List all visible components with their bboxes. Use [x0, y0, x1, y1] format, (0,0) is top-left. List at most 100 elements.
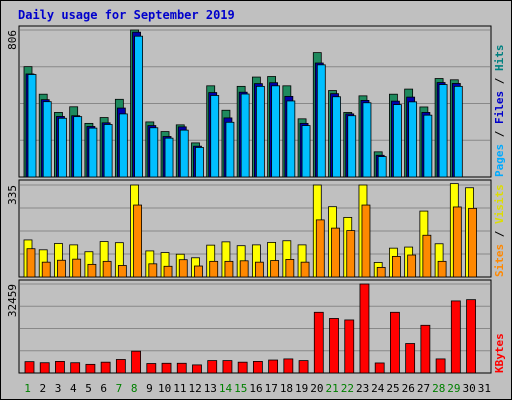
x-tick-label-day-17: 17 [265, 382, 278, 395]
axis-label-part: KBytes [493, 333, 506, 373]
bar-pages-day-27 [423, 114, 433, 178]
bar-pages-day-23 [362, 102, 372, 178]
bar-pages-day-4 [73, 116, 83, 178]
bar-kbytes-day-23 [359, 283, 370, 374]
bar-kbytes-day-15 [237, 361, 248, 374]
bar-pages-day-5 [88, 127, 98, 178]
x-tick-label-day-15: 15 [234, 382, 247, 395]
bar-kbytes-day-4 [70, 362, 81, 374]
bar-kbytes-day-24 [374, 362, 385, 374]
bar-kbytes-day-18 [283, 358, 294, 374]
bar-pages-day-2 [42, 101, 52, 178]
x-tick-label-day-5: 5 [85, 382, 92, 395]
bar-pages-day-7 [118, 113, 128, 178]
bar-pages-day-10 [164, 137, 174, 178]
x-tick-label-day-20: 20 [310, 382, 323, 395]
ymax-label-visits-sites: 335 [6, 185, 19, 205]
bar-kbytes-day-20 [313, 311, 324, 374]
bar-kbytes-day-11 [176, 362, 187, 374]
bar-pages-day-12 [195, 147, 204, 178]
x-tick-label-day-18: 18 [280, 382, 293, 395]
bar-kbytes-day-30 [466, 299, 476, 374]
bar-pages-day-18 [286, 100, 296, 178]
bar-sites-day-16 [254, 261, 264, 278]
ymax-label-kbytes: 32459 [6, 284, 19, 317]
x-tick-label-day-4: 4 [70, 382, 77, 395]
x-tick-label-day-14: 14 [219, 382, 233, 395]
bar-sites-day-4 [72, 258, 82, 278]
x-tick-label-day-10: 10 [158, 382, 171, 395]
axis-label-part: Files [493, 91, 506, 124]
bar-sites-day-8 [133, 204, 142, 278]
bar-kbytes-day-7 [115, 359, 126, 374]
axis-label-part: / [493, 71, 506, 91]
axis-label-part: Pages [493, 144, 506, 177]
bar-sites-day-19 [300, 261, 310, 278]
x-tick-label-day-1: 1 [24, 382, 31, 395]
bar-pages-day-22 [347, 115, 357, 178]
x-tick-label-day-30: 30 [463, 382, 476, 395]
bar-sites-day-21 [331, 227, 340, 278]
bar-sites-day-22 [346, 230, 356, 278]
bar-sites-day-11 [178, 259, 188, 278]
axis-label-part: / [493, 224, 506, 244]
bar-kbytes-day-2 [39, 362, 50, 374]
x-tick-label-day-19: 19 [295, 382, 308, 395]
bar-sites-day-7 [117, 265, 127, 278]
bar-pages-day-11 [179, 129, 189, 178]
bar-kbytes-day-12 [192, 364, 202, 374]
bar-sites-day-29 [452, 206, 462, 278]
x-tick-label-day-31: 31 [478, 382, 491, 395]
x-tick-label-day-25: 25 [386, 382, 399, 395]
bar-sites-day-17 [270, 260, 280, 278]
bar-sites-day-6 [102, 260, 112, 278]
x-tick-label-day-29: 29 [447, 382, 460, 395]
bar-sites-day-26 [407, 254, 417, 278]
bar-sites-day-5 [87, 263, 97, 278]
axis-label-part: Visits [493, 184, 506, 224]
bar-pages-day-17 [271, 85, 281, 178]
bar-kbytes-day-28 [435, 358, 446, 374]
bar-pages-day-1 [27, 74, 37, 178]
bar-pages-day-6 [103, 124, 113, 178]
bar-sites-day-3 [57, 259, 66, 278]
bar-pages-day-29 [453, 85, 463, 178]
bar-kbytes-day-19 [298, 360, 309, 374]
axis-label-kbytes: KBytes [493, 333, 506, 373]
bar-pages-day-25 [393, 104, 402, 178]
x-tick-label-day-28: 28 [432, 382, 445, 395]
x-tick-label-day-12: 12 [188, 382, 201, 395]
bar-kbytes-day-22 [344, 319, 355, 374]
axis-label-hits-files-pages: Pages / Files / Hits [493, 45, 506, 178]
bar-kbytes-day-27 [420, 324, 431, 374]
x-tick-label-day-11: 11 [173, 382, 186, 395]
bar-kbytes-day-25 [390, 311, 400, 374]
x-tick-label-day-7: 7 [116, 382, 123, 395]
x-tick-label-day-6: 6 [100, 382, 107, 395]
bar-kbytes-day-3 [55, 360, 65, 374]
bar-sites-day-20 [315, 219, 325, 278]
bar-pages-day-21 [332, 96, 341, 178]
bar-sites-day-28 [437, 260, 447, 278]
axis-label-part: / [493, 124, 506, 144]
x-tick-label-day-22: 22 [341, 382, 354, 395]
bar-kbytes-day-17 [268, 359, 279, 374]
axis-label-part: Hits [493, 45, 506, 72]
bar-sites-day-18 [285, 259, 295, 278]
bar-kbytes-day-16 [252, 360, 263, 374]
bar-pages-day-14 [225, 121, 235, 178]
bar-sites-day-25 [392, 256, 401, 278]
bar-sites-day-13 [209, 260, 219, 278]
bar-kbytes-day-9 [146, 363, 157, 374]
bar-kbytes-day-13 [207, 360, 218, 374]
bar-sites-day-2 [41, 261, 51, 278]
x-tick-label-day-9: 9 [146, 382, 153, 395]
bar-kbytes-day-5 [85, 363, 96, 374]
bar-pages-day-13 [210, 95, 220, 178]
axis-label-part: Sites [493, 244, 506, 277]
x-tick-label-day-26: 26 [402, 382, 415, 395]
bar-pages-day-9 [149, 127, 159, 178]
bar-pages-day-8 [134, 35, 143, 178]
bar-sites-day-10 [163, 265, 173, 278]
